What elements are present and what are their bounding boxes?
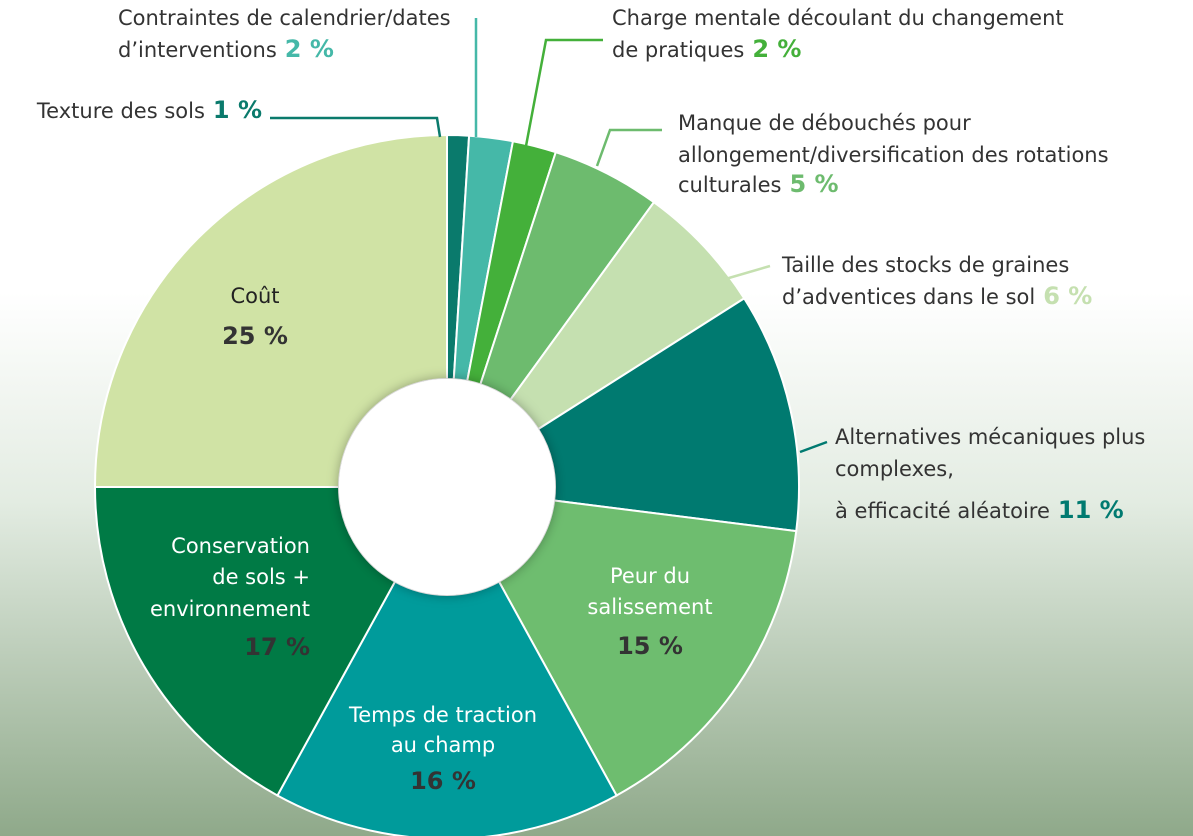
value-label: 6 % (1043, 282, 1092, 310)
value-label: 17 % (244, 633, 310, 661)
category-label: de sols + (212, 565, 310, 589)
category-label: d’adventices dans le sol 6 % (782, 282, 1092, 310)
category-label: Conservation (171, 534, 310, 558)
category-label: Taille des stocks de graines (781, 253, 1069, 277)
category-label: Texture des sols 1 % (36, 96, 262, 124)
value-label: 2 % (285, 35, 334, 63)
donut-hole (339, 379, 555, 595)
value-label: 15 % (617, 632, 683, 660)
category-line: environnement (150, 597, 310, 621)
value-label: 1 % (213, 96, 262, 124)
category-label: Charge mentale découlant du changement (612, 6, 1064, 30)
chart: Texture des sols 1 % Contraintes de calend… (0, 0, 1193, 836)
category-line: de pratiques (612, 38, 744, 62)
category-label: allongement/diversification des rotation… (678, 143, 1109, 167)
category-label: Alternatives mécaniques plus (835, 425, 1145, 449)
category-line: à efficacité aléatoire (835, 499, 1050, 523)
category-label: Peur du (610, 564, 690, 588)
category-line: Conservation (171, 534, 310, 558)
category-line: Taille des stocks de graines (781, 253, 1069, 277)
category-line: Contraintes de calendrier/dates (118, 6, 451, 30)
category-line: allongement/diversification des rotation… (678, 143, 1109, 167)
category-line: Temps de traction (348, 703, 537, 727)
category-line: Charge mentale découlant du changement (612, 6, 1064, 30)
category-label: au champ (391, 733, 495, 757)
category-label: de pratiques 2 % (612, 35, 801, 63)
category-line: Alternatives mécaniques plus (835, 425, 1145, 449)
value-label: 25 % (222, 322, 288, 350)
value-label: 5 % (789, 170, 838, 198)
value-label: 2 % (752, 35, 801, 63)
category-label: d’interventions 2 % (118, 35, 334, 63)
category-line: d’adventices dans le sol (782, 285, 1035, 309)
category-label: culturales 5 % (678, 170, 839, 198)
value-label: 11 % (1058, 496, 1124, 524)
category-label: complexes, (835, 457, 954, 481)
category-label: Temps de traction (348, 703, 537, 727)
category-line: Peur du (610, 564, 690, 588)
category-line: complexes, (835, 457, 954, 481)
category-label: Manque de débouchés pour (678, 111, 971, 135)
category-line: Manque de débouchés pour (678, 111, 971, 135)
category-label: Coût (230, 284, 279, 308)
category-line: salissement (587, 595, 712, 619)
category-line: Coût (230, 284, 279, 308)
value-label: 16 % (410, 767, 476, 795)
category-line: au champ (391, 733, 495, 757)
category-label: Contraintes de calendrier/dates (118, 6, 451, 30)
category-line: de sols + (212, 565, 310, 589)
category-label: salissement (587, 595, 712, 619)
category-label: environnement (150, 597, 310, 621)
category-label: à efficacité aléatoire 11 % (835, 496, 1124, 524)
category-line: Texture des sols (36, 99, 205, 123)
category-line: d’interventions (118, 38, 277, 62)
category-line: culturales (678, 173, 781, 197)
